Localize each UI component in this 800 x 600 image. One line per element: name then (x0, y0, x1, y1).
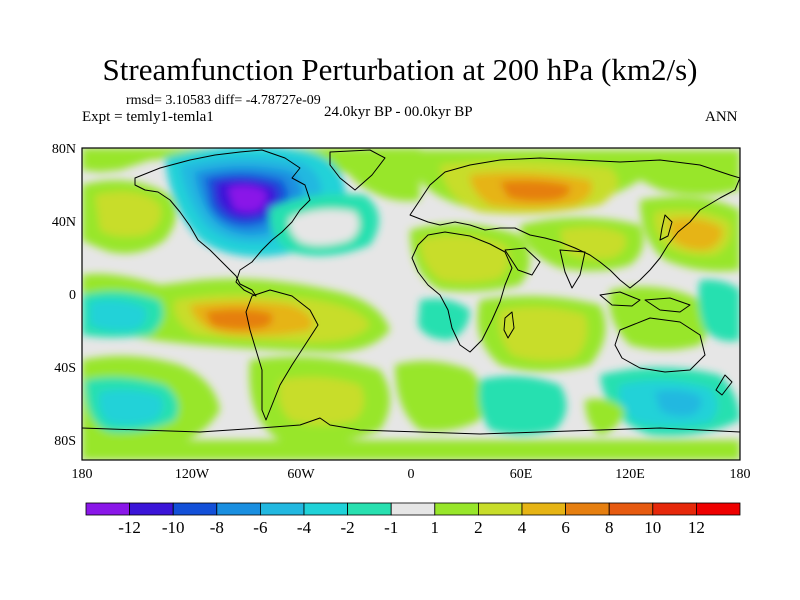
colorbar-label: 1 (430, 518, 440, 537)
colorbar-box (303, 502, 348, 516)
colorbar-label: 8 (604, 518, 614, 537)
x-tick-label: 60W (287, 467, 315, 482)
colorbar-box (434, 502, 479, 516)
colorbar-label: 6 (561, 518, 570, 537)
colorbar-box (347, 502, 392, 516)
y-tick-label: 0 (69, 288, 76, 303)
colorbar-box (259, 502, 305, 516)
colorbar-label: -8 (209, 518, 224, 537)
plot-frame (81, 147, 741, 461)
colorbar-box (608, 502, 654, 516)
y-tick-label: 80N (51, 142, 76, 157)
colorbar-label: 2 (474, 518, 483, 537)
colorbar-box (172, 502, 218, 516)
colorbar-box (390, 502, 436, 516)
colorbar-box (477, 502, 523, 516)
coastlines (82, 149, 740, 435)
colorbar-label: -12 (118, 518, 141, 537)
colorbar-label: -10 (161, 518, 185, 537)
x-tick-label: 120E (615, 467, 645, 482)
x-tick-label: 180 (71, 467, 93, 482)
colorbar-label: -1 (384, 518, 399, 537)
colorbar-box (216, 502, 261, 516)
stats-label: rmsd= 3.10583 diff= -4.78727e-09 (126, 93, 321, 108)
colorbar-label: 10 (644, 518, 662, 537)
colorbar-label: -4 (296, 518, 312, 537)
colorbar-box (565, 502, 610, 516)
colorbar-label: -2 (340, 518, 355, 537)
y-tick-label: 40N (51, 215, 76, 230)
colorbar (85, 502, 741, 516)
colorbar-box (696, 502, 741, 516)
y-tick-label: 40S (54, 361, 76, 376)
contour-field (82, 148, 740, 460)
colorbar-box (652, 502, 697, 516)
colorbar-box (85, 502, 130, 516)
x-tick-label: 120W (174, 467, 210, 482)
colorbar-box (521, 502, 566, 516)
experiment-label: Expt = temly1-temla1 (82, 109, 214, 125)
y-tick-label: 80S (54, 434, 76, 449)
x-tick-label: 60E (509, 467, 533, 482)
map-title: Streamfunction Perturbation at 200 hPa (… (102, 52, 698, 87)
season-label: ANN (705, 109, 738, 125)
colorbar-box (129, 502, 174, 516)
colorbar-label: 4 (517, 518, 527, 537)
period-label: 24.0kyr BP - 00.0kyr BP (324, 104, 473, 120)
x-tick-label: 180 (729, 467, 751, 482)
colorbar-label: -6 (253, 518, 268, 537)
colorbar-label: 12 (687, 518, 705, 537)
x-tick-label: 0 (407, 467, 415, 482)
